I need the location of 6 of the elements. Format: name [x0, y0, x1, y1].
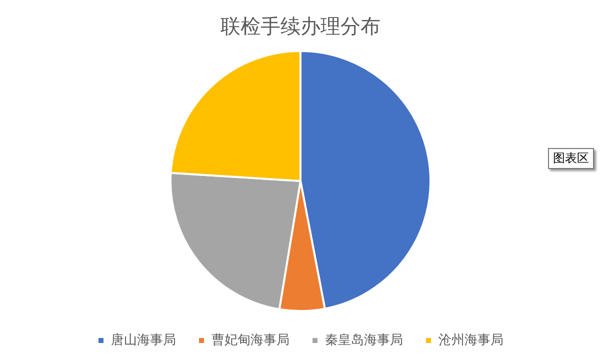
- legend-label: 秦皇岛海事局: [325, 332, 403, 348]
- chart-title: 联检手续办理分布: [220, 14, 380, 38]
- legend-label: 沧州海事局: [438, 332, 504, 348]
- legend-label: 曹妃甸海事局: [212, 332, 290, 348]
- text: 图表区: [548, 148, 594, 169]
- legend-label: 唐山海事局: [111, 332, 176, 348]
